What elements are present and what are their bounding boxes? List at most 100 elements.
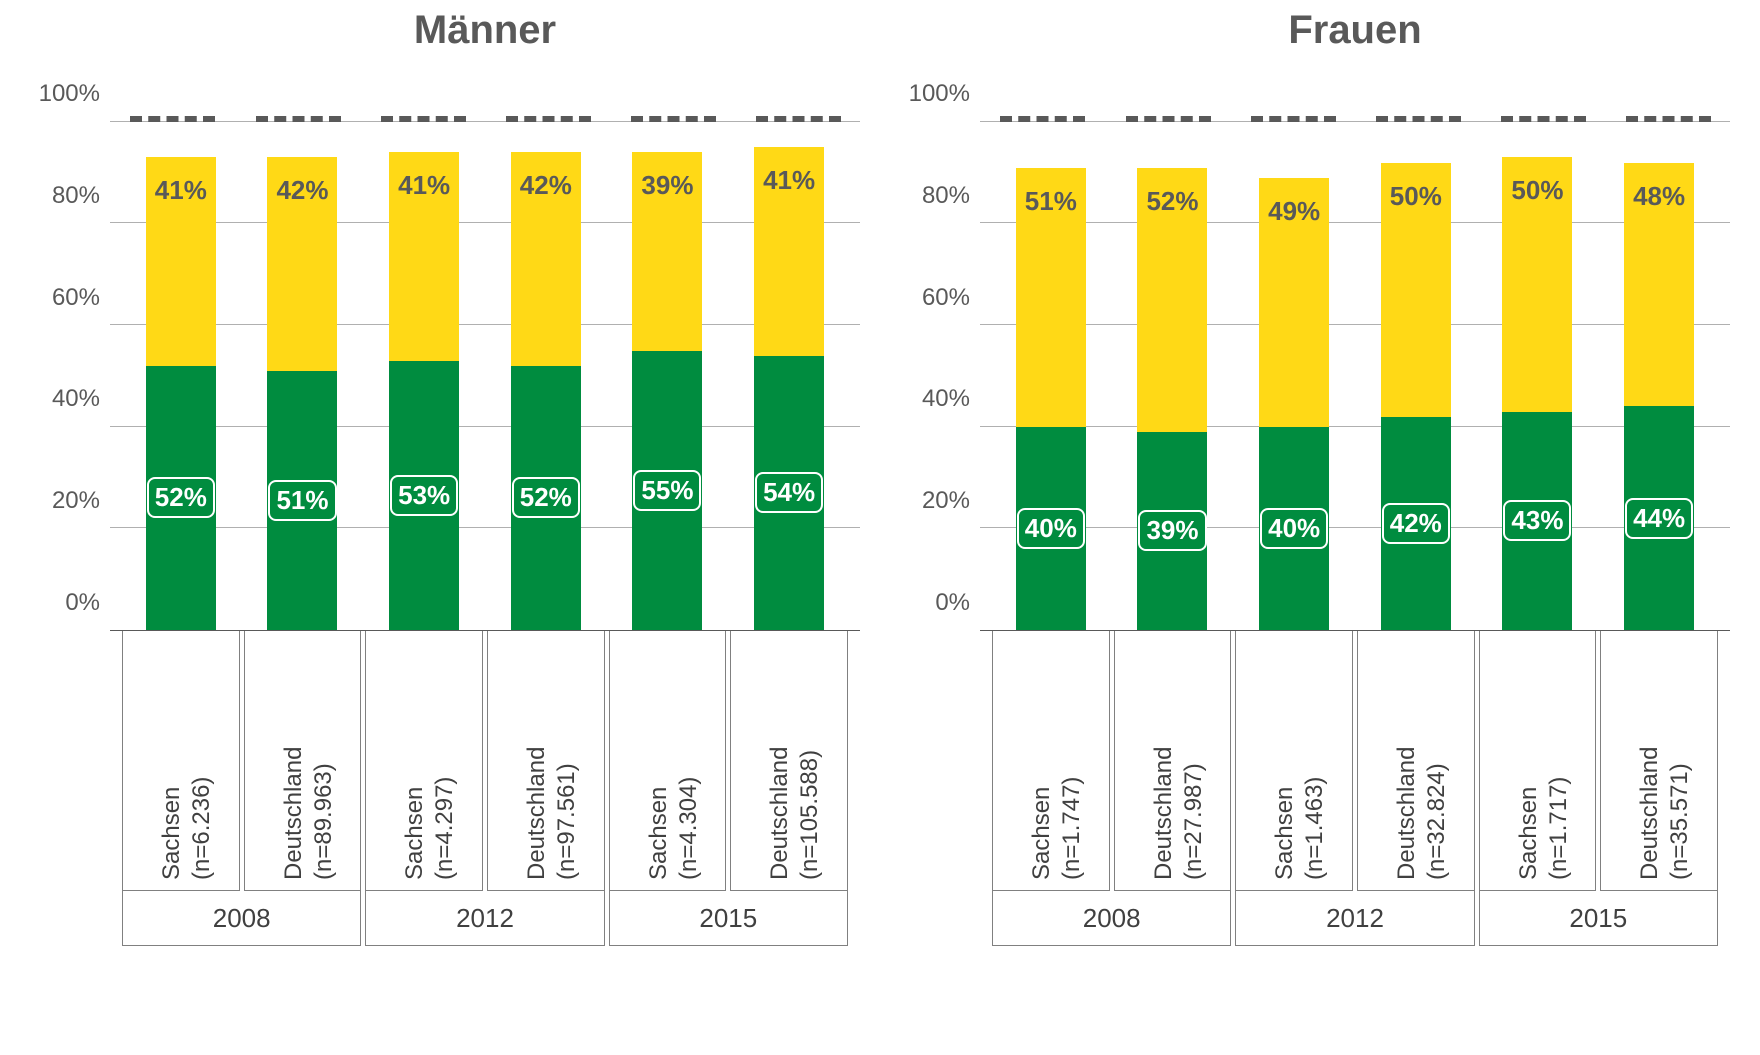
x-axis-n: (n=35.571) xyxy=(1665,747,1695,880)
x-axis-label-cell: Deutschland(n=105.588) xyxy=(730,631,848,891)
bar-segment-bottom: 54% xyxy=(754,356,824,630)
bar-bottom-label: 43% xyxy=(1503,500,1571,541)
x-axis-n: (n=97.561) xyxy=(552,747,582,880)
y-tick-label: 20% xyxy=(922,487,970,515)
bar-segment-top: 52% xyxy=(1137,168,1207,432)
panel-title: Frauen xyxy=(980,0,1730,71)
bar: 50% 43% xyxy=(1502,157,1572,630)
bar-bottom-label: 54% xyxy=(755,472,823,513)
x-axis-region: Deutschland xyxy=(1635,747,1665,880)
x-axis-n: (n=6.236) xyxy=(187,777,217,880)
plot-area: 0%20%40%60%80%100%41%52%42%51%41%53%42%5… xyxy=(30,71,860,631)
bar: 42% 51% xyxy=(267,157,337,630)
bar-segment-top: 49% xyxy=(1259,178,1329,427)
bar: 50% 42% xyxy=(1381,162,1451,630)
x-axis-label-cell: Deutschland(n=27.987) xyxy=(1114,631,1232,891)
x-axis-year: 2008 xyxy=(992,891,1231,946)
x-axis-n: (n=105.588) xyxy=(795,747,825,880)
bar-segment-top: 48% xyxy=(1624,163,1694,407)
x-axis-labels-row: Sachsen(n=1.747)Deutschland(n=27.987)Sac… xyxy=(980,631,1730,891)
x-axis-label-cell: Deutschland(n=35.571) xyxy=(1600,631,1718,891)
bar-bottom-label: 40% xyxy=(1017,508,1085,549)
y-axis: 0%20%40%60%80%100% xyxy=(900,71,980,631)
x-axis-n: (n=4.297) xyxy=(430,777,460,880)
bar: 41% 52% xyxy=(146,157,216,630)
bar-bottom-label: 51% xyxy=(268,480,336,521)
bar-top-label: 50% xyxy=(1390,181,1442,212)
bars-container: 51% 40% 52%39% 49% 40% 50% 42% 50% 43% 48% 44% xyxy=(980,71,1730,630)
y-tick-label: 0% xyxy=(65,589,100,617)
x-axis-year: 2015 xyxy=(1479,891,1718,946)
plot: 41% 52% 42% 51% 41% 53% 42%52% 39% 55% 41% 54% xyxy=(110,71,860,631)
bar: 41% 54% xyxy=(754,147,824,630)
bars-container: 41% 52% 42% 51% 41% 53% 42%52% 39% 55% 41% 54% xyxy=(110,71,860,630)
bar: 51% 40% xyxy=(1016,168,1086,630)
bar-top-label: 41% xyxy=(155,175,207,206)
x-axis-label-cell: Deutschland(n=97.561) xyxy=(487,631,605,891)
bar-segment-bottom: 52% xyxy=(511,366,581,630)
x-axis-region: Sachsen xyxy=(644,777,674,880)
bar-segment-top: 50% xyxy=(1381,163,1451,417)
bar-segment-bottom: 42% xyxy=(1381,417,1451,630)
bar-segment-bottom: 44% xyxy=(1624,406,1694,630)
chart-panel-0: Männer0%20%40%60%80%100%41%52%42%51%41%5… xyxy=(30,0,860,1055)
x-axis: Sachsen(n=1.747)Deutschland(n=27.987)Sac… xyxy=(900,631,1730,946)
x-axis-label-cell: Sachsen(n=4.297) xyxy=(365,631,483,891)
bar-top-label: 51% xyxy=(1025,186,1077,217)
bar-top-label: 48% xyxy=(1633,181,1685,212)
x-axis-n: (n=1.747) xyxy=(1057,777,1087,880)
y-tick-label: 0% xyxy=(935,589,970,617)
bar-top-label: 41% xyxy=(398,170,450,201)
bar-segment-top: 41% xyxy=(754,147,824,355)
x-axis-n: (n=89.963) xyxy=(309,747,339,880)
bar-bottom-label: 44% xyxy=(1625,498,1693,539)
y-tick-label: 80% xyxy=(52,182,100,210)
x-axis-n: (n=27.987) xyxy=(1179,747,1209,880)
bar-top-label: 39% xyxy=(641,170,693,201)
x-axis-years-row: 200820122015 xyxy=(980,891,1730,946)
bar-top-label: 52% xyxy=(1146,186,1198,217)
bar-segment-bottom: 40% xyxy=(1016,427,1086,630)
bar-top-label: 49% xyxy=(1268,196,1320,227)
x-axis-region: Sachsen xyxy=(157,777,187,880)
x-axis-region: Sachsen xyxy=(1514,777,1544,880)
y-tick-label: 100% xyxy=(909,80,970,108)
x-axis-region: Sachsen xyxy=(1270,777,1300,880)
y-axis: 0%20%40%60%80%100% xyxy=(30,71,110,631)
bar: 42%52% xyxy=(511,152,581,630)
x-axis: Sachsen(n=6.236)Deutschland(n=89.963)Sac… xyxy=(30,631,860,946)
bar-bottom-label: 55% xyxy=(633,470,701,511)
y-tick-label: 40% xyxy=(52,385,100,413)
bar: 52%39% xyxy=(1137,168,1207,630)
bar-segment-top: 50% xyxy=(1502,157,1572,411)
bar-segment-top: 42% xyxy=(267,157,337,370)
bar-bottom-label: 52% xyxy=(512,477,580,518)
bar-bottom-label: 53% xyxy=(390,475,458,516)
x-axis-region: Deutschland xyxy=(765,747,795,880)
bar-segment-bottom: 40% xyxy=(1259,427,1329,630)
bar-segment-bottom: 43% xyxy=(1502,412,1572,631)
bar-segment-top: 39% xyxy=(632,152,702,350)
bar: 48% 44% xyxy=(1624,162,1694,630)
bar-segment-bottom: 52% xyxy=(146,366,216,630)
bar: 39% 55% xyxy=(632,152,702,630)
bar-bottom-label: 42% xyxy=(1382,503,1450,544)
bar-top-label: 41% xyxy=(763,165,815,196)
x-axis-years-row: 200820122015 xyxy=(110,891,860,946)
x-axis-label-cell: Deutschland(n=32.824) xyxy=(1357,631,1475,891)
x-axis-label-cell: Sachsen(n=4.304) xyxy=(609,631,727,891)
x-axis-label-cell: Sachsen(n=1.717) xyxy=(1479,631,1597,891)
x-axis-label-cell: Sachsen(n=1.747) xyxy=(992,631,1110,891)
x-axis-n: (n=4.304) xyxy=(674,777,704,880)
x-axis-year: 2008 xyxy=(122,891,361,946)
x-axis-region: Deutschland xyxy=(522,747,552,880)
x-axis-n: (n=1.717) xyxy=(1544,777,1574,880)
x-axis-n: (n=32.824) xyxy=(1422,747,1452,880)
y-tick-label: 20% xyxy=(52,487,100,515)
x-axis-label-cell: Deutschland(n=89.963) xyxy=(244,631,362,891)
x-axis-label-cell: Sachsen(n=1.463) xyxy=(1235,631,1353,891)
panel-title: Männer xyxy=(110,0,860,71)
bar-bottom-label: 40% xyxy=(1260,508,1328,549)
bar-top-label: 50% xyxy=(1511,175,1563,206)
y-tick-label: 60% xyxy=(922,284,970,312)
